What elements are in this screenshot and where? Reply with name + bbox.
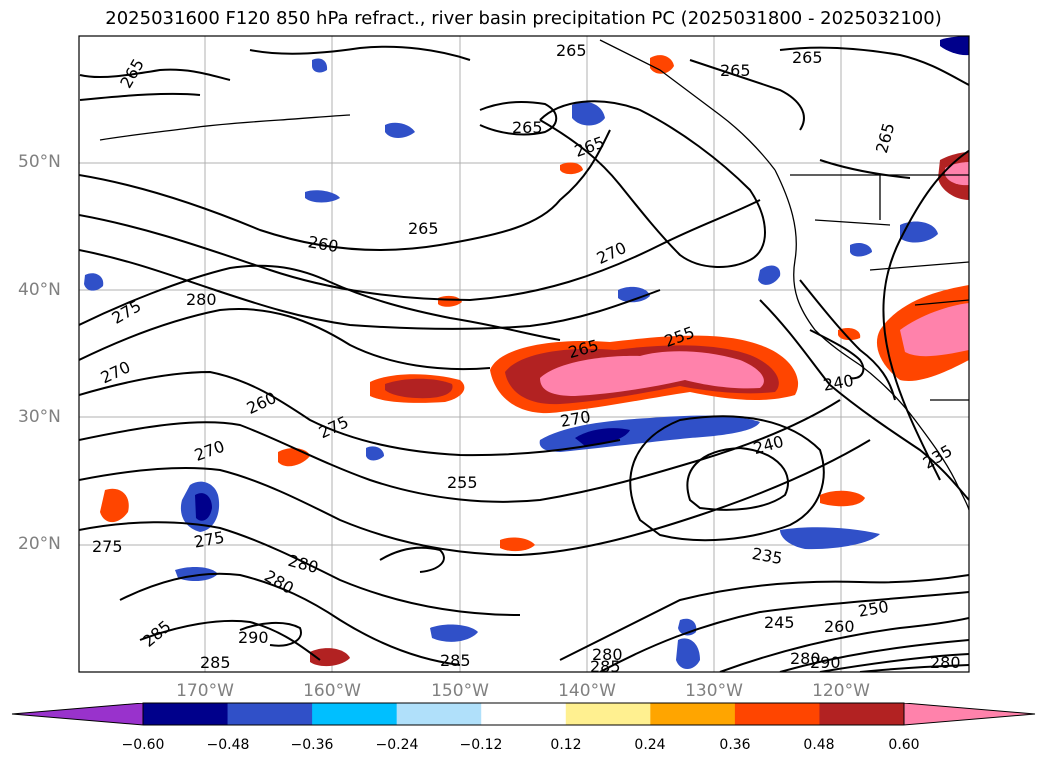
- colorbar-tick: −0.60: [121, 737, 165, 753]
- contour-label: 265: [408, 219, 439, 238]
- contour-label: 275: [92, 537, 123, 556]
- map-plot: 265 265 265 265 265 265 265 265 260 270 …: [78, 35, 970, 676]
- positive-anomaly-shading: [100, 55, 969, 667]
- contour-label: 265: [720, 61, 751, 80]
- lat-label-30n: 30°N: [18, 407, 61, 427]
- contour-label: 290: [810, 653, 841, 672]
- lat-label-40n: 40°N: [18, 280, 61, 300]
- contour-labels: 265 265 265 265 265 265 265 265 260 270 …: [92, 41, 961, 676]
- contour-label: 265: [512, 118, 543, 137]
- map-frame: [78, 35, 970, 673]
- colorbar-segment: [650, 703, 736, 725]
- colorbar-outline: [11, 702, 1036, 726]
- colorbar-segments: [12, 703, 1035, 725]
- colorbar-tick: 0.24: [634, 737, 666, 753]
- coastlines: [99, 39, 969, 511]
- colorbar-tick: 0.60: [888, 737, 920, 753]
- colorbar-segment: [396, 703, 482, 725]
- contour-label: 265: [792, 48, 823, 67]
- negative-anomaly-shading: [84, 36, 969, 669]
- lon-label-120w: 120°W: [812, 681, 870, 701]
- colorbar-segment: [565, 703, 651, 725]
- colorbar-segment: [734, 703, 820, 725]
- contour-label: 280: [790, 649, 821, 668]
- refractivity-contours: [79, 45, 969, 672]
- lat-label-50n: 50°N: [18, 152, 61, 172]
- lon-label-150w: 150°W: [431, 681, 489, 701]
- contour-label: 245: [764, 613, 795, 632]
- colorbar-tick: −0.12: [459, 737, 503, 753]
- colorbar-segment: [312, 703, 398, 725]
- contour-label: 265: [556, 41, 587, 60]
- lon-label-130w: 130°W: [685, 681, 743, 701]
- colorbar-segment: [481, 703, 567, 725]
- contour-label: 280: [930, 653, 961, 672]
- colorbar-tick: 0.48: [803, 737, 835, 753]
- colorbar-tick: −0.24: [375, 737, 419, 753]
- contour-label: 280: [186, 290, 217, 309]
- colorbar-tick: 0.36: [719, 737, 751, 753]
- colorbar-segment: [227, 703, 313, 725]
- contour-label: 285: [200, 653, 231, 672]
- lon-label-160w: 160°W: [303, 681, 361, 701]
- colorbar-segment: [819, 703, 905, 725]
- contour-label: 255: [447, 473, 478, 492]
- colorbar-extend-low: [12, 703, 143, 725]
- colorbar-extend-high: [904, 703, 1035, 725]
- contour-label: 290: [238, 628, 269, 647]
- contour-label: 260: [824, 617, 855, 636]
- lon-label-140w: 140°W: [558, 681, 616, 701]
- contour-label: 280: [592, 645, 623, 664]
- lat-label-20n: 20°N: [18, 534, 61, 554]
- map-title: 2025031600 F120 850 hPa refract., river …: [105, 8, 942, 29]
- colorbar-segment: [143, 703, 229, 725]
- lon-label-170w: 170°W: [176, 681, 234, 701]
- colorbar-tick: −0.48: [206, 737, 250, 753]
- contour-label: 285: [440, 651, 471, 670]
- contour-label: 285: [590, 657, 621, 676]
- colorbar-tick: −0.36: [290, 737, 334, 753]
- colorbar-tick: 0.12: [550, 737, 582, 753]
